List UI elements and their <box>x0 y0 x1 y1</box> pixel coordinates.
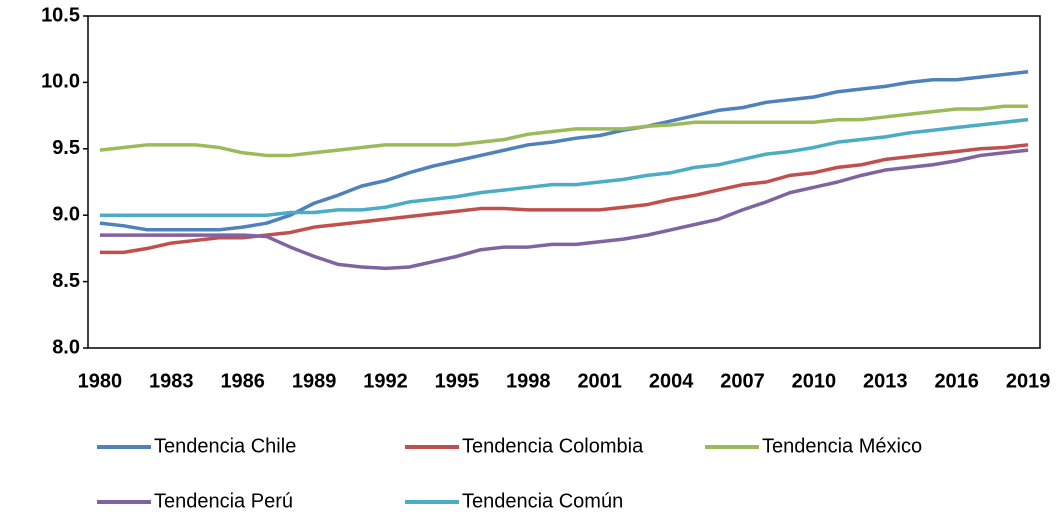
x-tick-label: 2010 <box>792 370 837 392</box>
y-tick-label: 8.5 <box>52 270 80 292</box>
x-tick-label: 2019 <box>1006 370 1051 392</box>
y-tick-label: 8.0 <box>52 336 80 358</box>
x-tick-label: 2013 <box>863 370 908 392</box>
plot-frame <box>87 15 1041 349</box>
legend-label: Tendencia Común <box>462 490 623 512</box>
x-tick-label: 1986 <box>220 370 265 392</box>
x-tick-label: 1980 <box>78 370 123 392</box>
legend-label: Tendencia Chile <box>154 435 296 457</box>
series-line <box>99 117 1029 217</box>
y-tick-label: 10.0 <box>41 71 80 93</box>
y-tick-label: 9.0 <box>52 203 80 225</box>
x-tick-label: 2016 <box>934 370 979 392</box>
x-tick-label: 1998 <box>506 370 551 392</box>
legend-label: Tendencia México <box>762 435 922 457</box>
x-tick-label: 1983 <box>149 370 194 392</box>
x-tick-label: 1995 <box>435 370 480 392</box>
series-line <box>99 148 1029 271</box>
x-tick-label: 2001 <box>577 370 622 392</box>
x-tick-label: 1992 <box>363 370 408 392</box>
x-tick-label: 2004 <box>649 370 694 392</box>
series-line <box>99 104 1029 158</box>
y-tick-label: 9.5 <box>52 137 80 159</box>
x-tick-label: 2007 <box>720 370 765 392</box>
legend-label: Tendencia Colombia <box>462 435 644 457</box>
series-line <box>99 70 1029 232</box>
y-tick-label: 10.5 <box>41 4 80 26</box>
x-tick-label: 1989 <box>292 370 337 392</box>
legend-label: Tendencia Perú <box>154 490 293 512</box>
